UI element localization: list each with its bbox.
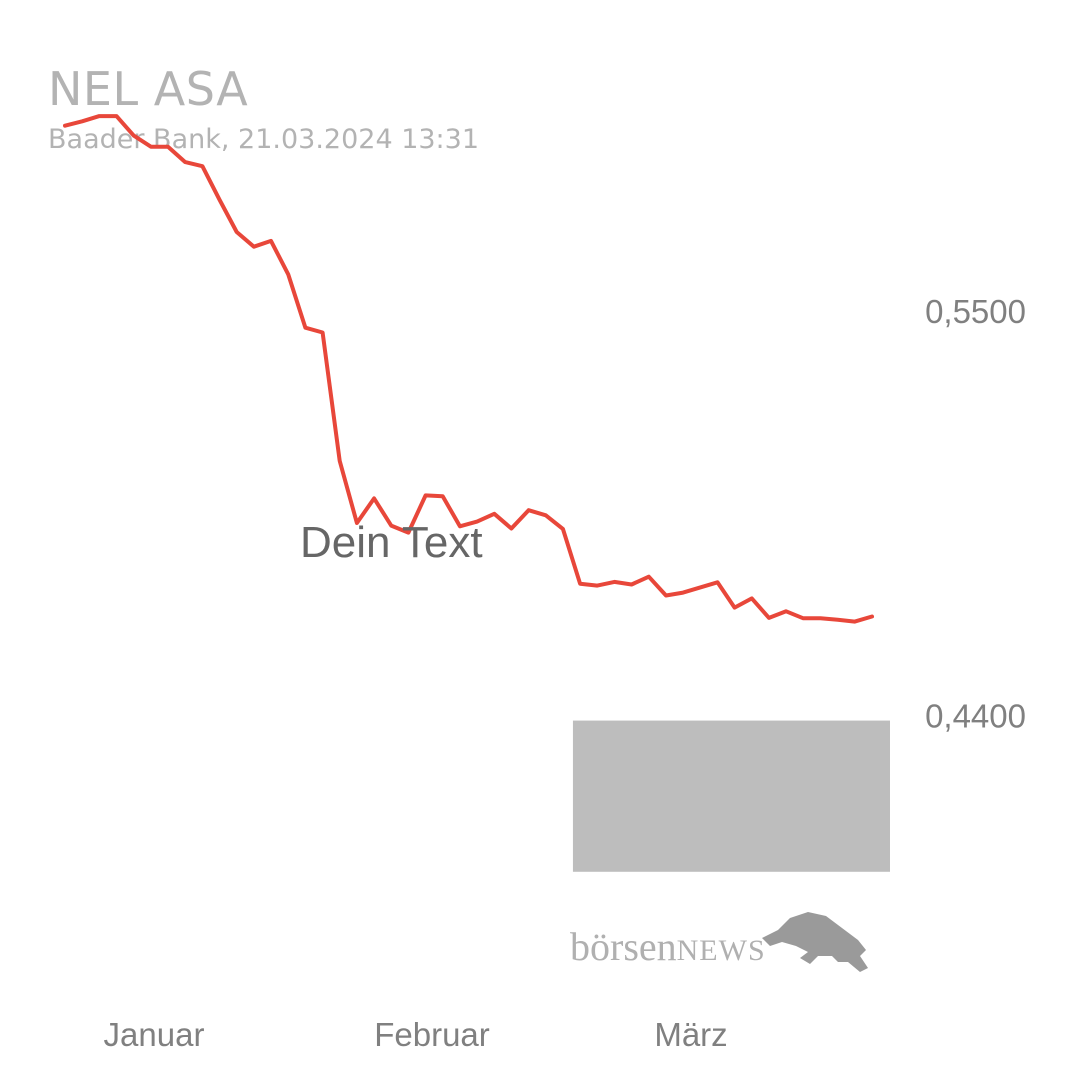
bull-icon (762, 912, 868, 972)
boersennews-logo: börsenNEWS (570, 912, 868, 972)
y-tick-label: 0,5500 (925, 293, 1026, 330)
x-tick-label: Januar (104, 1016, 205, 1053)
chart-title: NEL ASA (48, 62, 249, 116)
annotation-text: Dein Text (300, 518, 483, 567)
y-tick-label: 0,4400 (925, 697, 1026, 734)
logo-text: börsenNEWS (570, 924, 766, 969)
chart-subtitle: Baader Bank, 21.03.2024 13:31 (48, 124, 480, 155)
x-tick-label: März (654, 1016, 727, 1053)
x-axis: Januar Februar März (104, 1016, 728, 1053)
highlight-box (572, 720, 890, 872)
logo-brand-part2: NEWS (677, 934, 766, 967)
price-line (63, 114, 874, 624)
logo-brand-part1: börsen (570, 924, 677, 969)
y-axis: 0,5500 0,4400 (925, 293, 1026, 735)
x-tick-label: Februar (374, 1016, 490, 1053)
